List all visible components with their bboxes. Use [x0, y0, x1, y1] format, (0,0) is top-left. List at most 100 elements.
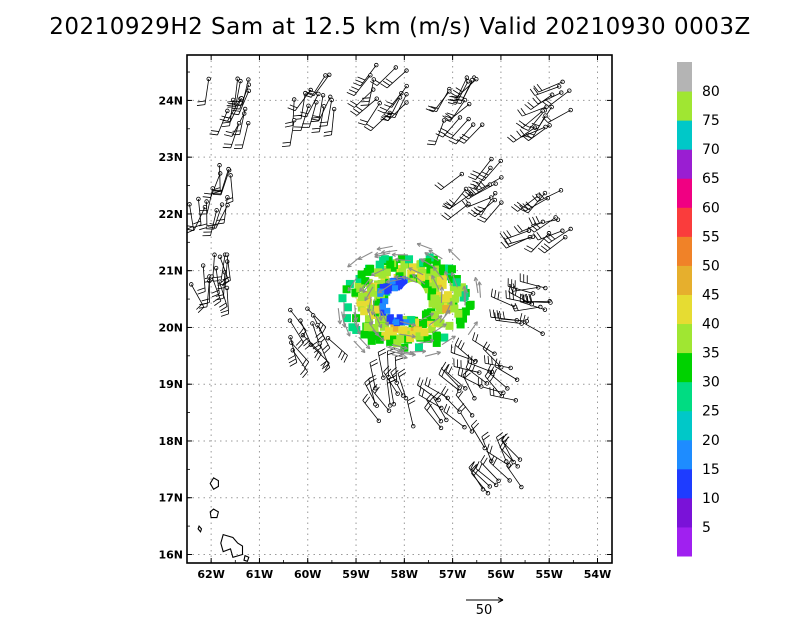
wind-barb — [468, 197, 498, 218]
wind-barb — [197, 263, 206, 295]
wind-speed-cell — [373, 305, 382, 314]
wind-arrow — [473, 276, 479, 294]
wind-barb — [480, 454, 501, 484]
wind-barb — [490, 455, 512, 483]
wind-barb — [471, 466, 491, 496]
wind-speed-cell — [398, 268, 407, 277]
wind-arrow — [370, 299, 376, 316]
wind-barb — [495, 432, 509, 464]
wind-barb — [516, 124, 548, 138]
colorbar-segment — [677, 381, 692, 412]
wind-speed-cell — [399, 276, 406, 283]
wind-speed-cell — [369, 288, 378, 297]
wind-barb — [205, 202, 225, 230]
colorbar-segment — [677, 352, 692, 383]
axes: 62W 61W 60W 59W 58W 57W 56W 55W 54W 16N 17N 18N 19N 2… — [158, 55, 612, 581]
wind-barb — [227, 78, 243, 108]
wind-arrow — [408, 267, 424, 276]
wind-speed-cell — [382, 298, 389, 305]
data-layer — [187, 62, 573, 562]
colorbar-label: 45 — [702, 287, 720, 303]
wind-speed-cell — [401, 279, 408, 286]
wind-speed-cell — [457, 283, 466, 292]
wind-speed-cell — [357, 270, 366, 279]
wind-speed-cell — [380, 309, 387, 316]
wind-barb — [475, 461, 499, 488]
wind-barb — [353, 62, 379, 87]
wind-speed-cell — [453, 288, 462, 297]
wind-barb — [426, 118, 447, 146]
wind-barb — [196, 76, 211, 106]
wind-barb — [468, 165, 493, 190]
colorbar-label: 60 — [702, 200, 720, 216]
wind-barb — [226, 76, 240, 107]
colorbar-segment — [677, 468, 692, 499]
wind-speed-cell — [397, 255, 406, 264]
island-coastline — [243, 554, 250, 562]
colorbar-label: 5 — [702, 520, 711, 536]
wind-arrow — [419, 258, 435, 268]
wind-arrow — [341, 302, 347, 319]
wind-speed-cell — [407, 316, 416, 325]
wind-speed-cell — [360, 330, 369, 339]
x-tick-label: 60W — [294, 568, 321, 581]
colorbar-segment — [677, 265, 692, 295]
wind-speed-cell — [419, 318, 428, 327]
wind-speed-cell — [367, 304, 376, 313]
wind-speed-cell — [442, 305, 451, 314]
island-coastline — [209, 477, 219, 490]
wind-arrow — [439, 286, 445, 303]
wind-arrow — [401, 275, 418, 284]
wind-barb — [468, 156, 494, 181]
wind-barb — [199, 186, 215, 215]
wind-speed-cell — [386, 284, 393, 291]
wind-barb — [323, 106, 337, 137]
colorbar-segment — [677, 178, 692, 208]
x-tick-label: 61W — [246, 568, 273, 581]
wind-barb — [357, 101, 382, 126]
y-tick-label: 18N — [158, 435, 183, 448]
wind-barb — [372, 383, 392, 413]
wind-arrow — [359, 278, 371, 292]
wind-barb — [369, 358, 378, 391]
wind-speed-cell — [386, 260, 395, 269]
wind-barb — [189, 282, 205, 313]
wind-speed-cell — [436, 276, 445, 285]
wind-speed-cell — [395, 272, 404, 281]
wind-barb — [217, 259, 230, 290]
wind-barb — [520, 190, 548, 214]
colorbar-label: 75 — [702, 113, 720, 129]
wind-speed-cell — [438, 280, 447, 289]
wind-barb — [442, 186, 469, 210]
wind-speed-cell — [343, 303, 352, 312]
wind-barb — [503, 234, 536, 245]
wind-speed-cell — [417, 268, 426, 277]
colorbar-label: 25 — [702, 404, 720, 420]
wind-speed-cell — [447, 275, 456, 284]
wind-barb — [465, 360, 490, 386]
wind-arrow — [400, 320, 416, 327]
wind-barb — [199, 199, 209, 231]
wind-barb — [230, 88, 252, 116]
wind-speed-cell — [378, 270, 387, 279]
wind-speed-cell — [377, 290, 384, 297]
colorbar-segment — [677, 294, 692, 325]
wind-barb — [443, 116, 471, 139]
wind-arrow — [409, 349, 427, 354]
wind-barb — [377, 348, 387, 380]
wind-barb — [325, 335, 348, 363]
wind-barb — [234, 120, 251, 149]
wind-arrow — [388, 345, 405, 353]
wind-barb — [501, 433, 516, 465]
wind-arrow — [394, 257, 411, 262]
wind-barb — [284, 97, 297, 128]
wind-barb — [346, 73, 373, 96]
x-tick-label: 54W — [584, 568, 611, 581]
wind-arrow — [388, 349, 405, 357]
wind-arrow — [376, 245, 393, 251]
wind-speed-cell — [433, 318, 442, 327]
wind-speed-cell — [395, 278, 402, 285]
plot-frame — [186, 54, 613, 564]
wind-barb — [533, 79, 565, 93]
wind-barb — [528, 216, 561, 226]
